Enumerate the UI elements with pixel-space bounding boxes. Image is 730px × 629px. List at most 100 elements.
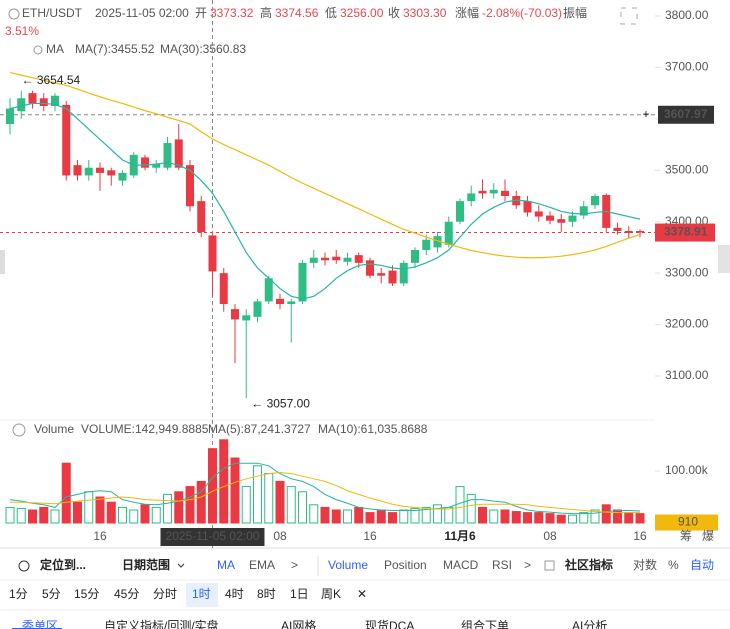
toolbar-item[interactable]: 对数 [633, 557, 657, 572]
bottom-tab[interactable]: 委单区 [22, 619, 58, 629]
x-tick-label: 16 [633, 529, 647, 543]
interval-item[interactable]: 45分 [114, 587, 139, 601]
volume-bar [196, 480, 206, 524]
interval-item[interactable]: 1时 [192, 587, 211, 601]
volume-bar [590, 509, 600, 524]
y-tick-label: 3200.00 [665, 317, 709, 331]
volume-bar [118, 506, 127, 524]
bottom-tab[interactable]: AI网格 [281, 618, 316, 629]
toolbar-item[interactable]: > [524, 558, 531, 572]
volume-ma-line [9, 462, 641, 515]
axis-extra[interactable]: 爆 [702, 529, 714, 543]
bottom-tab[interactable]: 组合下单 [461, 618, 509, 629]
volume-bar [309, 504, 319, 524]
interval-item[interactable]: 4时 [225, 587, 244, 601]
right-handle[interactable] [718, 245, 730, 273]
volume-bar [444, 506, 454, 524]
toolbar-item[interactable]: 定位到... [40, 557, 86, 572]
volume-bar [16, 507, 26, 524]
volume-bar [174, 491, 184, 524]
high-marker: ← 3654.54 [22, 73, 81, 87]
volume-bar [95, 496, 105, 524]
volume-bar [151, 506, 161, 524]
toolbar-item[interactable]: EMA [249, 558, 275, 572]
interval-item[interactable]: 8时 [257, 587, 276, 601]
interval-item[interactable]: 15分 [74, 587, 99, 601]
left-handle[interactable] [0, 250, 5, 274]
bottom-tab[interactable]: 自定义指标/回测/实盘 [104, 618, 219, 629]
candle-body [276, 298, 284, 304]
ma-icon[interactable] [33, 45, 43, 55]
interval-item[interactable]: 1分 [9, 587, 28, 601]
toolbar-item[interactable]: 自动 [690, 558, 714, 572]
candle-body [242, 315, 251, 321]
axis-extra[interactable]: 筹 [680, 529, 692, 543]
toolbar-item[interactable]: MA [217, 558, 235, 572]
volume-label: Volume [34, 422, 74, 436]
collapse-icon[interactable] [8, 8, 20, 20]
header-amplitude-text: 3.51% [5, 24, 39, 38]
low-marker: ← 3057.00 [251, 396, 310, 410]
header-high-label: 高 [260, 5, 272, 20]
volume-bar [601, 504, 611, 524]
volume-bar [219, 439, 229, 524]
volume-bar [241, 486, 251, 524]
candle-body [399, 262, 408, 284]
toolbar-item[interactable]: MACD [443, 558, 479, 572]
interval-item[interactable]: 5分 [42, 587, 61, 601]
interval-item[interactable]: 周K [321, 587, 341, 601]
candle-body [433, 236, 442, 248]
volume-bar [523, 512, 532, 524]
interval-item[interactable]: 1日 [290, 587, 309, 601]
crosshair-time: 2025-11-05 02:00 [166, 529, 260, 543]
y-tick-label: 3500.00 [665, 162, 709, 176]
volume-bar [5, 506, 15, 524]
toolbar-item[interactable]: Position [384, 558, 427, 572]
toolbar-item[interactable]: RSI [492, 558, 512, 572]
candle-body [287, 301, 296, 304]
y-tick-label: 3300.00 [665, 265, 709, 279]
volume-bar [129, 509, 139, 524]
candle-body [51, 95, 59, 106]
bottom-tab[interactable]: AI分析 [572, 619, 607, 629]
toolbar-item[interactable]: % [668, 558, 679, 572]
crosshair-add[interactable]: + [642, 107, 649, 121]
candle-body [298, 262, 307, 302]
volume-bar [511, 511, 521, 524]
volume-bar [230, 457, 240, 524]
header-change-text: -2.08%(-70.03) [482, 6, 562, 20]
candle-body [62, 104, 71, 176]
header-close-text: 3303.30 [403, 6, 447, 20]
candle-body [624, 230, 633, 234]
toolbar-item[interactable]: 社区指标 [564, 557, 613, 572]
candle-body [197, 201, 206, 232]
candle-body [73, 165, 82, 176]
volume-bar [354, 506, 364, 524]
volume-bar [253, 465, 262, 524]
volume-bar [320, 506, 330, 524]
volume-bar [140, 504, 150, 524]
volume-bar [545, 513, 555, 524]
interval-item[interactable]: ✕ [357, 587, 367, 601]
volume-ma-legend: MA(5):87,241.3727 [208, 422, 311, 436]
volume-toggle[interactable] [12, 423, 26, 437]
toolbar-item[interactable]: > [291, 558, 298, 572]
header-change-label: 涨幅 [455, 5, 479, 20]
volume-bar [39, 506, 49, 524]
toolbar-item[interactable]: Volume [328, 558, 368, 572]
volume-bar [399, 509, 409, 524]
edit-icon [544, 560, 555, 571]
volume-bar [106, 501, 116, 524]
ma-line [9, 71, 641, 259]
candle-body [546, 215, 554, 221]
ma-line [9, 102, 641, 300]
bottom-tab[interactable]: 现货DCA [365, 618, 414, 629]
volume-legend: VOLUME:142,949.8885 [81, 422, 209, 436]
x-tick-label: 16 [363, 529, 377, 543]
interval-item[interactable]: 分时 [153, 587, 177, 601]
fullscreen-icon[interactable] [620, 7, 638, 25]
volume-bar [298, 491, 307, 524]
toolbar-item[interactable]: 日期范围 [122, 557, 170, 572]
